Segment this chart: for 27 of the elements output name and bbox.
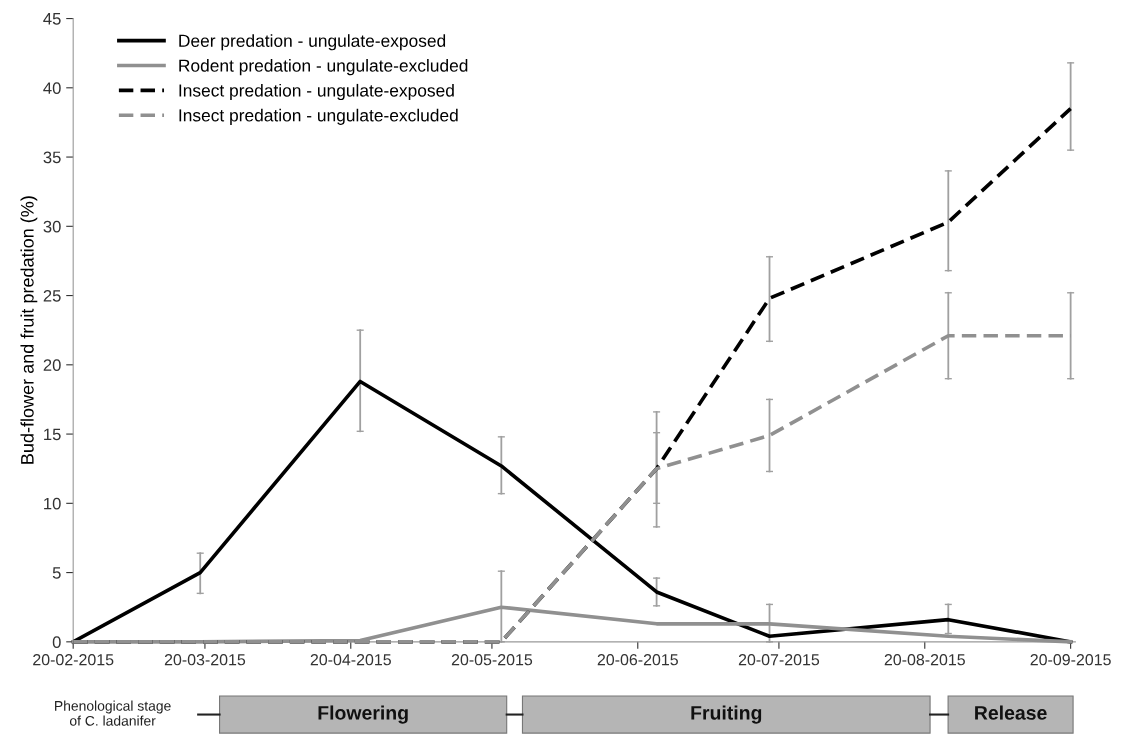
y-tick-label: 25 bbox=[43, 289, 61, 302]
y-tick-label: 45 bbox=[43, 13, 61, 25]
legend-label: Insect predation - ungulate-excluded bbox=[179, 108, 458, 125]
legend-label: Insect predation - ungulate-exposed bbox=[179, 83, 454, 101]
text: Flowering bbox=[318, 705, 408, 724]
text: Release bbox=[975, 705, 1047, 720]
y-tick-label: 0 bbox=[52, 636, 61, 649]
legend-label: Rodent predation - ungulate-excluded bbox=[179, 59, 468, 76]
x-tick-label: 20-03-2015 bbox=[164, 654, 246, 666]
x-tick-label: 20-06-2015 bbox=[597, 654, 678, 666]
y-tick-label: 10 bbox=[44, 497, 61, 510]
y-tick-label: 20 bbox=[43, 359, 61, 372]
x-tick-label: 20-02-2015 bbox=[33, 654, 114, 666]
y-tick-label: 40 bbox=[43, 82, 61, 95]
y-tick-label: 30 bbox=[43, 220, 61, 233]
x-tick-label: 20-08-2015 bbox=[884, 654, 965, 666]
x-tick-label: 20-05-2015 bbox=[451, 654, 533, 666]
text: Phenological stage of C. ladanifer bbox=[55, 700, 171, 726]
text: Fruiting bbox=[691, 705, 762, 724]
x-tick-label: 20-07-2015 bbox=[738, 654, 820, 666]
y-tick-label: 15 bbox=[44, 428, 61, 441]
y-tick-label: 35 bbox=[43, 151, 61, 164]
x-tick-label: 20-04-2015 bbox=[310, 654, 391, 666]
legend-label: Deer predation - ungulate-exposed bbox=[179, 34, 446, 51]
y-axis-title: Bud-flower and fruit predation (%) bbox=[20, 196, 38, 464]
x-tick-label: 20-09-2015 bbox=[1030, 654, 1111, 666]
y-tick-label: 5 bbox=[52, 567, 61, 579]
